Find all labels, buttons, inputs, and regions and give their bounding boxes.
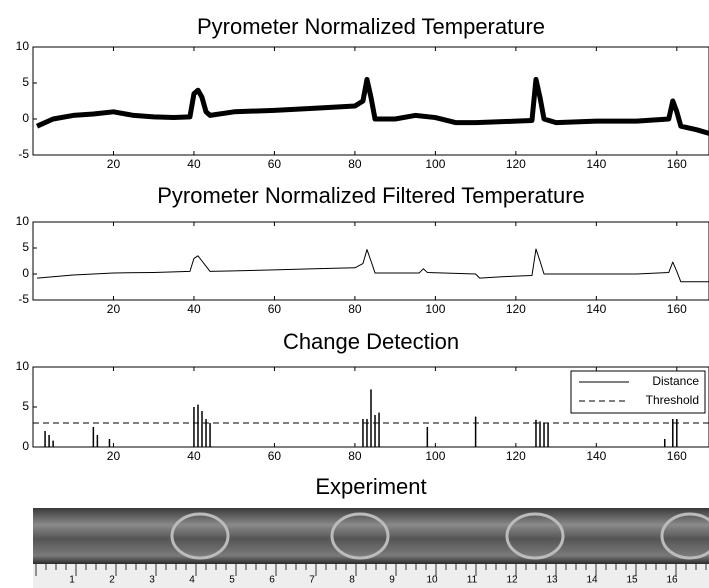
legend-label: Distance bbox=[652, 374, 699, 388]
chart-title: Pyrometer Normalized Temperature bbox=[197, 14, 545, 39]
ruler-label: 5 bbox=[229, 575, 235, 586]
y-tick-label: -5 bbox=[18, 147, 29, 161]
x-tick-label: 160 bbox=[667, 302, 687, 316]
y-tick-label: 0 bbox=[22, 111, 29, 125]
x-tick-label: 160 bbox=[667, 157, 687, 171]
ruler-label: 11 bbox=[467, 575, 478, 586]
x-tick-label: 160 bbox=[667, 449, 687, 463]
x-tick-label: 80 bbox=[348, 157, 362, 171]
x-tick-label: 80 bbox=[348, 302, 362, 316]
experiment-photo bbox=[33, 508, 709, 588]
x-tick-label: 140 bbox=[586, 302, 606, 316]
y-tick-label: 0 bbox=[22, 266, 29, 280]
ruler-label: 4 bbox=[189, 575, 195, 586]
plot-frame bbox=[32, 221, 709, 301]
x-tick-label: 20 bbox=[107, 449, 121, 463]
x-tick-label: 40 bbox=[187, 302, 201, 316]
x-tick-label: 100 bbox=[425, 449, 445, 463]
ruler-label: 15 bbox=[626, 575, 638, 586]
image-title: Experiment bbox=[315, 474, 426, 499]
ruler-label: 10 bbox=[426, 575, 438, 586]
ruler-label: 14 bbox=[586, 575, 598, 586]
y-tick-label: 10 bbox=[16, 214, 30, 228]
x-tick-label: 60 bbox=[268, 302, 282, 316]
y-tick-label: 10 bbox=[16, 39, 30, 53]
x-tick-label: 120 bbox=[506, 157, 526, 171]
data-line bbox=[36, 248, 709, 283]
y-tick-label: 0 bbox=[22, 439, 29, 453]
data-line bbox=[36, 76, 709, 136]
y-tick-label: 5 bbox=[22, 75, 29, 89]
x-tick-label: 120 bbox=[506, 302, 526, 316]
x-tick-label: 120 bbox=[506, 449, 526, 463]
x-tick-label: 60 bbox=[268, 449, 282, 463]
x-tick-label: 20 bbox=[107, 302, 121, 316]
x-tick-label: 100 bbox=[425, 157, 445, 171]
ruler-label: 16 bbox=[666, 575, 678, 586]
x-tick-label: 140 bbox=[586, 449, 606, 463]
ruler-label: 12 bbox=[506, 575, 518, 586]
plot-frame bbox=[32, 46, 709, 156]
ruler-label: 3 bbox=[149, 575, 155, 586]
x-tick-label: 140 bbox=[586, 157, 606, 171]
ruler-label: 13 bbox=[546, 575, 558, 586]
legend-box bbox=[570, 370, 706, 414]
x-tick-label: 40 bbox=[187, 157, 201, 171]
x-tick-label: 100 bbox=[425, 302, 445, 316]
ruler-label: 1 bbox=[69, 575, 75, 586]
legend-label: Threshold bbox=[646, 393, 699, 407]
y-tick-label: 5 bbox=[22, 399, 29, 413]
ruler-label: 9 bbox=[389, 575, 395, 586]
ruler-label: 7 bbox=[309, 575, 315, 586]
y-tick-label: -5 bbox=[18, 292, 29, 306]
ruler-label: 6 bbox=[269, 575, 275, 586]
ruler-label: 8 bbox=[349, 575, 355, 586]
x-tick-label: 60 bbox=[268, 157, 282, 171]
x-tick-label: 80 bbox=[348, 449, 362, 463]
y-tick-label: 5 bbox=[22, 240, 29, 254]
x-tick-label: 20 bbox=[107, 157, 121, 171]
x-tick-label: 40 bbox=[187, 449, 201, 463]
chart-title: Change Detection bbox=[283, 329, 459, 354]
chart-title: Pyrometer Normalized Filtered Temperatur… bbox=[157, 183, 585, 208]
ruler-label: 2 bbox=[109, 575, 115, 586]
y-tick-label: 10 bbox=[16, 359, 30, 373]
